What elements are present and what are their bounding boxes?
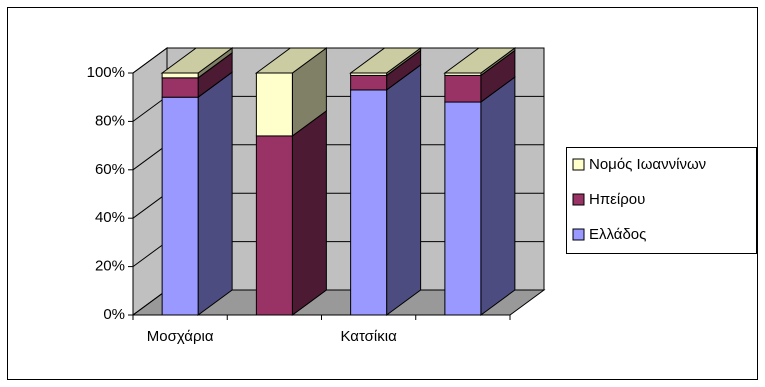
y-tick-label: 0% — [103, 306, 125, 323]
bar-segment — [350, 74, 388, 91]
bar-top — [349, 47, 423, 74]
y-tick-label: 100% — [87, 64, 125, 81]
bar-side — [480, 76, 516, 316]
grid-line — [132, 241, 168, 268]
grid-line — [132, 47, 168, 74]
grid-line — [132, 289, 168, 316]
bar-segment — [444, 74, 482, 103]
grid-line — [132, 95, 168, 122]
legend-swatch — [572, 228, 585, 241]
bar-segment — [255, 72, 293, 137]
bar-segment — [350, 89, 388, 316]
legend-label: Νομός Ιωαννίνων — [589, 156, 706, 173]
bar-top — [443, 47, 517, 74]
y-tick-label: 80% — [95, 112, 125, 129]
bar-segment — [161, 96, 199, 316]
legend-label: Ελλάδος — [589, 226, 646, 243]
grid-line — [132, 192, 168, 219]
grid-line — [132, 144, 168, 171]
legend-swatch — [572, 158, 585, 171]
legend-swatch — [572, 193, 585, 206]
bar-segment — [161, 72, 199, 79]
x-tick-label: Μοσχάρια — [147, 328, 214, 345]
legend-label: Ηπείρου — [589, 191, 645, 208]
bar-side — [386, 63, 422, 316]
y-tick-label: 20% — [95, 258, 125, 275]
bar-side — [197, 71, 233, 316]
bar-top — [254, 47, 328, 74]
y-tick-label: 40% — [95, 209, 125, 226]
bar-segment — [161, 77, 199, 98]
x-tick-label: Κατσίκια — [340, 328, 397, 345]
y-tick-label: 60% — [95, 161, 125, 178]
bar-segment — [255, 135, 293, 316]
bar-segment — [444, 101, 482, 316]
bar-side — [291, 109, 327, 316]
legend-box — [566, 147, 757, 254]
bar-top — [160, 47, 234, 74]
